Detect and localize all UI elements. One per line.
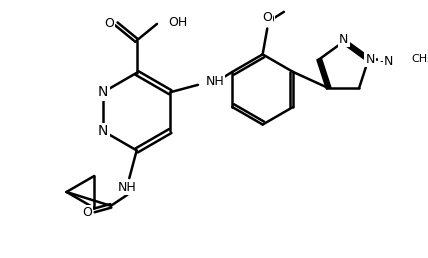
Text: O: O [264, 13, 274, 26]
Text: O: O [262, 11, 272, 24]
Text: -: - [379, 55, 383, 68]
Text: N: N [98, 85, 108, 99]
Text: N: N [366, 53, 375, 66]
Text: O: O [82, 206, 92, 219]
Text: N: N [384, 55, 393, 68]
Text: NH: NH [205, 75, 224, 88]
Text: O: O [104, 17, 114, 30]
Text: OH: OH [168, 15, 187, 29]
Text: NH: NH [118, 181, 137, 194]
Text: CH₃: CH₃ [411, 54, 428, 64]
Text: N: N [339, 33, 348, 46]
Text: N: N [98, 124, 108, 138]
